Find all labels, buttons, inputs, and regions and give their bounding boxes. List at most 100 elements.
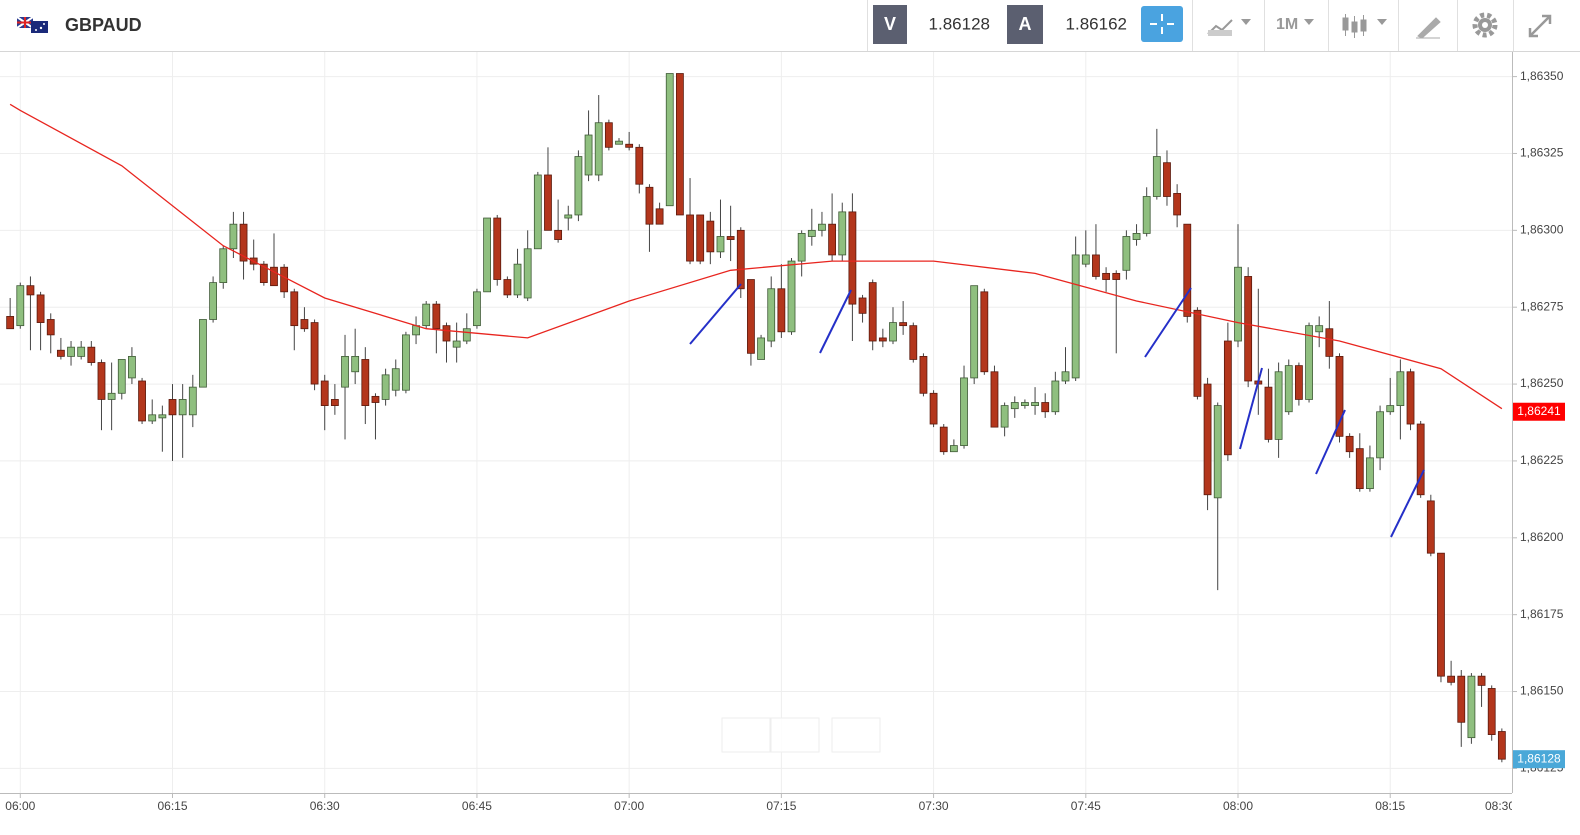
candle-body <box>635 146 644 185</box>
candle-body <box>97 362 106 400</box>
candle-body <box>1335 355 1344 437</box>
candle-body <box>188 386 197 416</box>
candle-body <box>554 229 563 240</box>
trend-line[interactable] <box>689 283 742 345</box>
y-tick-label: 1,86225 <box>1520 453 1564 467</box>
candle-body <box>117 359 126 394</box>
candle-body <box>371 395 380 403</box>
candle-body <box>351 355 360 373</box>
ask-button[interactable] <box>1007 5 1043 44</box>
x-tick-label: 07:15 <box>766 799 796 813</box>
candle-body <box>1437 552 1445 677</box>
trend-line[interactable] <box>1239 367 1263 450</box>
candle-body <box>1102 272 1110 280</box>
chart-type-button[interactable] <box>1207 19 1251 36</box>
candle-body <box>422 303 431 327</box>
x-tick-label: 07:00 <box>614 799 644 813</box>
candle-body <box>259 263 268 284</box>
candle-body <box>1467 675 1476 739</box>
x-tick-label: 08:00 <box>1223 799 1253 813</box>
candle-body <box>1274 371 1283 440</box>
candle-body <box>1183 223 1192 317</box>
candle-body <box>1426 500 1435 554</box>
candle-body <box>706 220 715 253</box>
price-marker-label: 1,86241 <box>1517 404 1561 418</box>
candle-body <box>807 229 816 237</box>
candle-body <box>564 214 573 219</box>
crosshair-button[interactable] <box>1141 6 1183 42</box>
candle-body <box>219 248 228 284</box>
bid-button[interactable] <box>873 5 907 44</box>
candle-body <box>726 236 735 240</box>
candle-body <box>270 266 278 287</box>
candle-body <box>1447 675 1456 683</box>
trend-line[interactable] <box>819 289 852 354</box>
candle-body <box>1264 386 1273 440</box>
bid-label: V <box>884 14 896 34</box>
trend-line[interactable] <box>1315 409 1346 475</box>
trend-line[interactable] <box>1390 469 1425 538</box>
x-tick-label: 06:00 <box>5 799 35 813</box>
y-tick-label: 1,86150 <box>1520 684 1564 698</box>
candle-body <box>736 229 745 290</box>
trend-line[interactable] <box>1144 287 1192 358</box>
y-tick-label: 1,86200 <box>1520 530 1564 544</box>
candle-body <box>1315 325 1324 333</box>
candle-body <box>797 233 806 262</box>
x-tick-label: 06:45 <box>462 799 492 813</box>
candle-body <box>615 140 623 145</box>
candle-body <box>290 291 299 327</box>
candle-body <box>787 260 796 333</box>
candle-body <box>1487 688 1496 735</box>
candle-body <box>178 399 187 416</box>
reset-button[interactable] <box>831 717 881 753</box>
candle-body <box>858 297 867 314</box>
settings-button[interactable] <box>1472 12 1498 38</box>
candle-body <box>949 445 958 453</box>
candle-body <box>1366 457 1374 490</box>
candle-body <box>1122 236 1131 271</box>
candle-body <box>77 346 86 357</box>
candle-body <box>919 355 928 394</box>
draw-button[interactable] <box>1416 17 1441 39</box>
candle-body <box>655 208 664 225</box>
candle-body <box>128 355 136 379</box>
candle-body <box>1092 254 1100 277</box>
candle-body <box>1396 371 1405 406</box>
candle-body <box>300 319 309 330</box>
candle-body <box>462 328 471 342</box>
axes: 1,861251,861501,861751,862001,862251,862… <box>19 69 1565 798</box>
zoom-button[interactable] <box>721 717 771 753</box>
candle-body <box>899 322 908 327</box>
candle-body <box>838 211 847 256</box>
candle-body <box>381 374 390 400</box>
candle-body <box>533 174 542 250</box>
candle-body <box>1284 365 1293 413</box>
zoom-button[interactable] <box>770 717 820 753</box>
candle-body <box>473 291 481 327</box>
candle-body <box>909 325 918 360</box>
fullscreen-button[interactable] <box>1528 14 1552 38</box>
candle-body <box>604 122 613 148</box>
price-marker-label: 1,86128 <box>1517 751 1561 765</box>
zoom-controls <box>721 717 881 753</box>
candle-body <box>1294 365 1303 400</box>
x-tick-label: 06:30 <box>310 799 340 813</box>
candle-body <box>757 337 765 360</box>
candle-body <box>1051 380 1060 413</box>
candle-style-button[interactable] <box>1342 14 1387 38</box>
timeframe[interactable]: 1M <box>1276 16 1298 33</box>
candle-body <box>878 337 887 342</box>
candle-body <box>1223 340 1232 456</box>
crosshair-icon <box>1150 14 1174 34</box>
x-tick-label: 07:45 <box>1071 799 1101 813</box>
candle-body <box>320 380 329 406</box>
candle-body <box>16 285 25 327</box>
candle-body <box>980 291 989 373</box>
y-tick-label: 1,86300 <box>1520 223 1564 237</box>
candle-body <box>148 414 157 422</box>
candle-body <box>1021 402 1029 406</box>
y-tick-label: 1,86275 <box>1520 299 1564 313</box>
